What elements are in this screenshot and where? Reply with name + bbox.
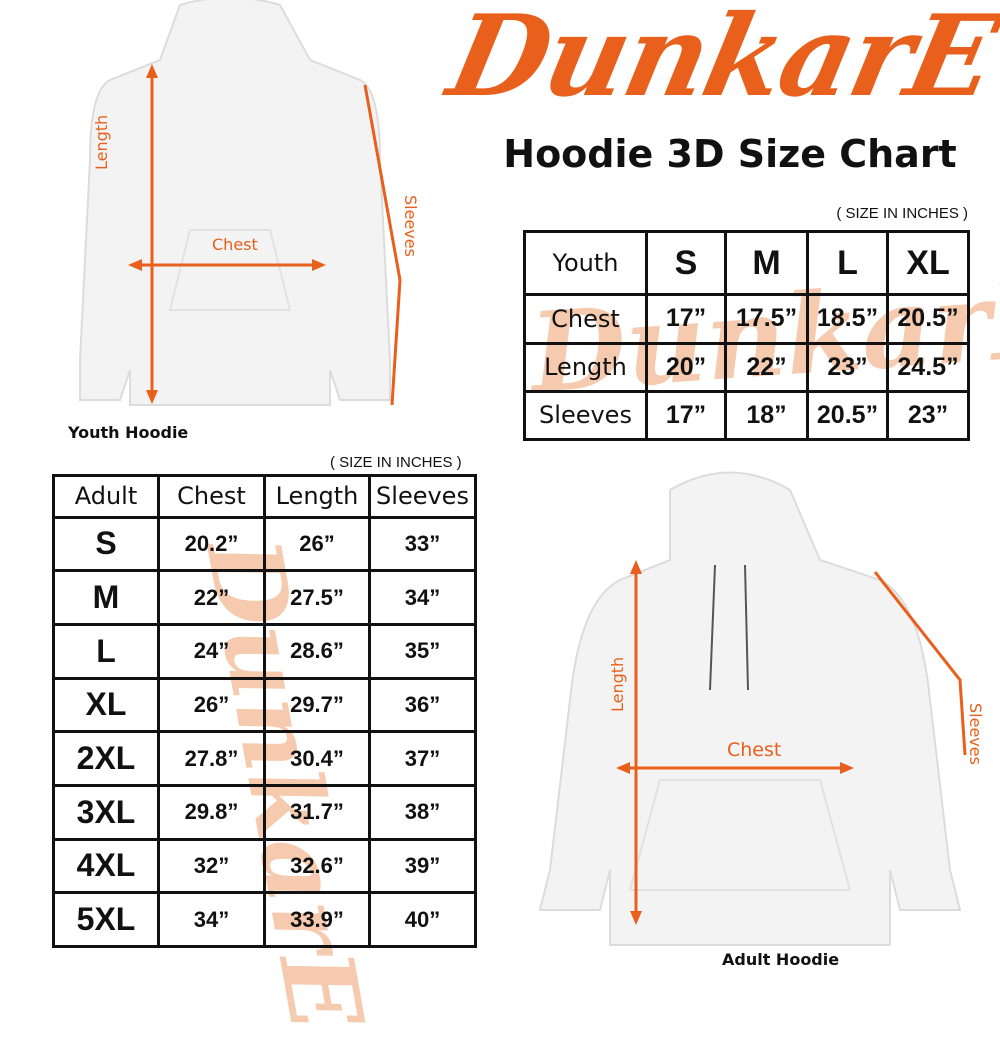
youth-hoodie-caption: Youth Hoodie — [68, 423, 189, 442]
row-label: 4XL — [52, 837, 160, 895]
table-cell: 20.2” — [157, 515, 266, 573]
table-cell: 29.7” — [263, 676, 371, 734]
adult-hoodie-caption: Adult Hoodie — [722, 950, 840, 969]
table-row: S 20.2” 26” 33” — [52, 515, 477, 573]
column-header: XL — [886, 229, 970, 297]
table-header-row: Youth S M L XL — [523, 229, 970, 297]
column-header: Sleeves — [368, 474, 477, 519]
table-cell: 37” — [368, 730, 477, 787]
table-cell: 18.5” — [806, 293, 889, 345]
table-cell: 38” — [368, 783, 477, 841]
table-row: Length 20” 22” 23” 24.5” — [523, 341, 970, 393]
adult-sleeves-label: Sleeves — [966, 703, 985, 765]
table-cell: 33.9” — [263, 891, 371, 948]
table-row: L 24” 28.6” 35” — [52, 622, 477, 680]
table-cell: 31.7” — [263, 783, 371, 841]
table-cell: 20.5” — [886, 293, 970, 345]
table-header-row: Adult Chest Length Sleeves — [52, 474, 477, 519]
youth-length-label: Length — [92, 114, 111, 170]
table-row: M 22” 27.5” 34” — [52, 569, 477, 626]
table-row: 3XL 29.8” 31.7” 38” — [52, 783, 477, 841]
adult-hoodie-image — [538, 471, 967, 946]
table-cell: 17” — [645, 293, 727, 345]
row-label: Length — [523, 341, 648, 393]
table-cell: 29.8” — [157, 783, 266, 841]
adult-sleeves-arrow — [873, 571, 967, 756]
table-cell: 40” — [368, 891, 477, 948]
table-cell: 23” — [806, 341, 889, 393]
table-row: Chest 17” 17.5” 18.5” 20.5” — [523, 293, 970, 345]
table-cell: 30.4” — [263, 730, 371, 787]
row-label: M — [52, 569, 160, 626]
adult-length-label: Length — [608, 656, 627, 712]
table-cell: 24” — [157, 622, 266, 680]
table-cell: 22” — [724, 341, 809, 393]
table-cell: 24.5” — [886, 341, 970, 393]
column-header: Chest — [157, 474, 266, 519]
table-row: Sleeves 17” 18” 20.5” 23” — [523, 389, 970, 442]
table-cell: 17.5” — [724, 293, 809, 345]
column-header: Length — [263, 474, 371, 519]
table-row: 5XL 34” 33.9” 40” — [52, 891, 477, 948]
table-row: 4XL 32” 32.6” 39” — [52, 837, 477, 895]
table-cell: 22” — [157, 569, 266, 626]
table-corner-label: Youth — [523, 229, 648, 297]
table-cell: 18” — [724, 389, 809, 442]
table-cell: 32” — [157, 837, 266, 895]
brand-logo: DunkarE — [438, 0, 1000, 122]
table-cell: 36” — [368, 676, 477, 734]
table-cell: 34” — [157, 891, 266, 948]
table-row: 2XL 27.8” 30.4” 37” — [52, 730, 477, 787]
adult-unit-note: ( SIZE IN INCHES ) — [330, 454, 462, 471]
column-header: S — [645, 229, 727, 297]
row-label: XL — [52, 676, 160, 734]
row-label: 5XL — [52, 891, 160, 948]
table-row: XL 26” 29.7” 36” — [52, 676, 477, 734]
table-cell: 20.5” — [806, 389, 889, 442]
table-cell: 20” — [645, 341, 727, 393]
youth-size-table: Youth S M L XL Chest 17” 17.5” 18.5” 20.5” Length 2… — [523, 229, 970, 442]
table-cell: 27.5” — [263, 569, 371, 626]
youth-unit-note: ( SIZE IN INCHES ) — [836, 205, 968, 222]
adult-size-table: Adult Chest Length Sleeves S 20.2” 26” 33” M 22” 2… — [52, 474, 477, 948]
youth-hoodie-image — [79, 0, 402, 406]
table-corner-label: Adult — [52, 474, 160, 519]
adult-chest-label: Chest — [727, 739, 782, 761]
column-header: L — [806, 229, 889, 297]
youth-sleeves-arrow — [363, 84, 402, 406]
table-cell: 26” — [157, 676, 266, 734]
table-cell: 28.6” — [263, 622, 371, 680]
table-cell: 17” — [645, 389, 727, 442]
row-label: L — [52, 622, 160, 680]
page-title: Hoodie 3D Size Chart — [503, 132, 957, 176]
column-header: M — [724, 229, 809, 297]
row-label: S — [52, 515, 160, 573]
table-cell: 39” — [368, 837, 477, 895]
row-label: Sleeves — [523, 389, 648, 442]
table-cell: 33” — [368, 515, 477, 573]
table-cell: 32.6” — [263, 837, 371, 895]
youth-chest-label: Chest — [212, 235, 258, 254]
youth-sleeves-label: Sleeves — [401, 195, 420, 257]
row-label: Chest — [523, 293, 648, 345]
table-cell: 34” — [368, 569, 477, 626]
row-label: 3XL — [52, 783, 160, 841]
row-label: 2XL — [52, 730, 160, 787]
table-cell: 35” — [368, 622, 477, 680]
table-cell: 23” — [886, 389, 970, 442]
table-cell: 27.8” — [157, 730, 266, 787]
table-cell: 26” — [263, 515, 371, 573]
